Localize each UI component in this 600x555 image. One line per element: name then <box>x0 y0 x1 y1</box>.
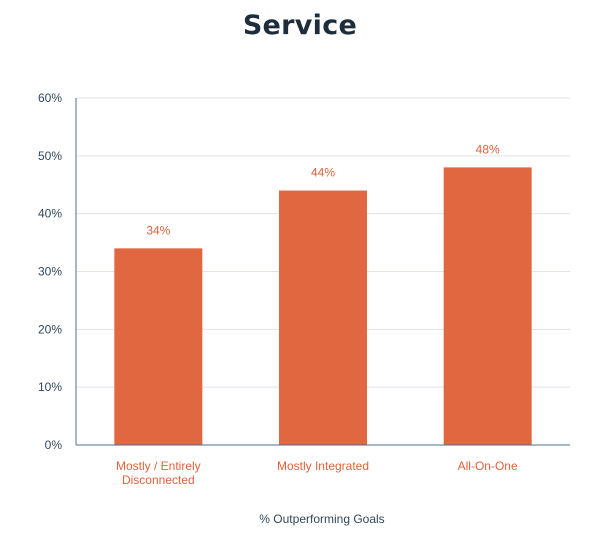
y-tick-label: 10% <box>38 380 62 394</box>
y-tick-label: 0% <box>45 438 63 452</box>
x-tick-label: Mostly / Entirely Disconnected <box>116 459 201 487</box>
bar <box>114 248 203 445</box>
y-tick-label: 30% <box>38 265 62 279</box>
axes <box>75 98 570 446</box>
y-tick-label: 50% <box>38 149 62 163</box>
bars <box>114 167 532 445</box>
x-tick-label: All-On-One <box>458 459 518 473</box>
chart-title: Service <box>242 10 358 41</box>
y-tick-label: 60% <box>38 91 62 105</box>
labels: 0% 10% 20% 30% 40% 50% 60% 34% Mostly / Entirely… <box>38 91 518 487</box>
y-tick-label: 40% <box>38 207 62 221</box>
bar <box>443 167 532 445</box>
x-axis-title: % Outperforming Goals <box>259 512 384 526</box>
data-label: 48% <box>476 142 500 156</box>
bar <box>279 190 367 445</box>
x-tick-label: Mostly Integrated <box>277 459 369 473</box>
y-tick-label: 20% <box>38 322 62 336</box>
data-label: 34% <box>146 223 170 237</box>
data-label: 44% <box>311 166 335 180</box>
